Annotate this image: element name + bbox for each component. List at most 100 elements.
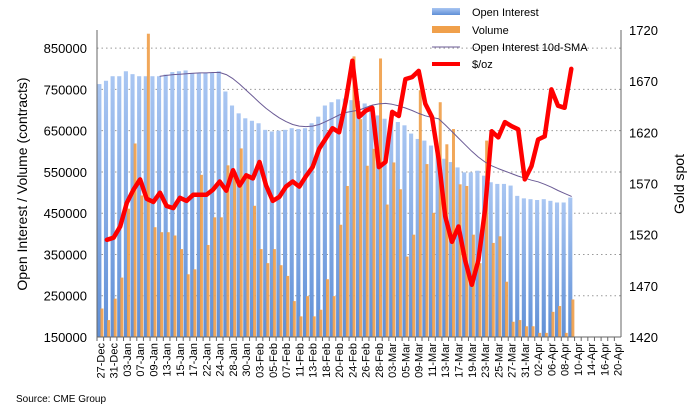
open-interest-bar [375,115,380,338]
left-tick-label: 450000 [44,206,87,221]
left-tick-label: 750000 [44,82,87,97]
open-interest-bar [322,105,327,337]
open-interest-bar [210,72,215,338]
open-interest-bar [409,133,414,337]
volume-bar [193,269,197,337]
open-interest-bar [468,172,473,337]
x-tick-label: 03-Feb [255,343,267,378]
volume-bar [186,274,190,337]
open-interest-bar [382,118,387,337]
open-interest-bar [110,76,115,337]
left-tick-label: 350000 [44,247,87,262]
volume-bar [478,263,482,337]
volume-bar [398,189,402,337]
open-interest-bar [170,72,175,337]
volume-bar [425,164,429,337]
open-interest-bar [415,138,420,337]
volume-bar [352,56,356,338]
x-tick-label: 17-Jan [188,343,200,377]
x-tick-label: 02-Apr [533,343,545,376]
x-tick-label: 10-Apr [573,343,585,376]
right-tick-label: 1420 [629,330,658,345]
volume-bar [372,148,376,337]
volume-bar [126,208,130,337]
open-interest-bar [442,158,447,337]
volume-bar [511,321,515,337]
volume-bar [199,174,203,337]
right-tick-label: 1720 [629,23,658,38]
open-interest-bar [269,131,274,337]
open-interest-bar [528,199,533,337]
volume-bar [544,332,548,337]
volume-bar [160,232,164,337]
x-tick-label: 16-Apr [599,343,611,376]
left-tick-label: 650000 [44,124,87,139]
legend-swatch [432,8,460,15]
x-tick-label: 31-Dec [109,343,121,379]
open-interest-bar [548,200,553,337]
volume-bar [432,212,436,337]
left-tick-label: 850000 [44,41,87,56]
open-interest-bar [455,167,460,337]
x-tick-label: 28-Feb [374,343,386,378]
x-tick-label: 26-Feb [361,343,373,378]
legend-swatch [432,26,460,33]
open-interest-bar [568,197,573,337]
open-interest-bar [336,99,341,338]
open-interest-bar [137,76,142,337]
legend-label: Open Interest [472,7,539,19]
open-interest-bar [130,74,135,337]
x-tick-label: 11-Feb [294,343,306,377]
x-tick-label: 03-Jan [122,343,134,377]
volume-bar [325,279,329,337]
open-interest-bar [176,71,182,338]
x-tick-label: 05-Mar [400,343,412,378]
x-tick-label: 18-Feb [321,343,333,378]
open-interest-bar [342,98,347,337]
volume-bar [418,90,422,337]
legend-item: Open Interest [432,7,539,19]
open-interest-bar [482,175,487,337]
volume-bar [531,326,535,337]
right-tick-label: 1570 [629,177,658,192]
volume-bar [498,236,502,337]
open-interest-bar [263,129,268,337]
x-tick-label: 08-Apr [560,343,572,376]
x-tick-label: 13-Jan [162,343,174,377]
volume-bar [385,204,389,337]
left-tick-label: 150000 [44,330,87,345]
volume-bar [213,217,217,337]
open-interest-bar [349,100,354,337]
open-interest-bar [422,140,427,337]
volume-bar [379,58,383,338]
open-interest-bar [289,128,294,337]
volume-bar [571,299,575,337]
x-tick-label: 13-Feb [308,343,320,378]
sma-line [159,72,572,197]
open-interest-bar [117,76,122,337]
x-tick-label: 28-Jan [228,343,240,377]
volume-bar [345,185,349,337]
volume-bar [538,332,542,337]
volume-bar [279,265,283,337]
open-interest-bar [501,183,507,337]
volume-bar [299,316,303,337]
x-tick-label: 14-Apr [586,343,598,376]
open-interest-bar [355,100,361,338]
volume-bar [306,296,310,337]
bars [97,33,575,338]
gold-price-line [104,58,574,288]
x-tick-label: 05-Feb [268,343,280,378]
lines [104,58,574,288]
x-tick-label: 30-Jan [241,343,253,377]
open-interest-bar [402,125,407,338]
x-tick-label: 31-Mar [520,343,532,378]
open-interest-bar [296,129,301,337]
open-interest-bar [302,128,308,337]
volume-bar [564,332,568,337]
volume-bar [292,301,296,337]
volume-bar [412,234,416,337]
open-interest-bar [515,195,520,337]
open-interest-bar [395,122,400,337]
